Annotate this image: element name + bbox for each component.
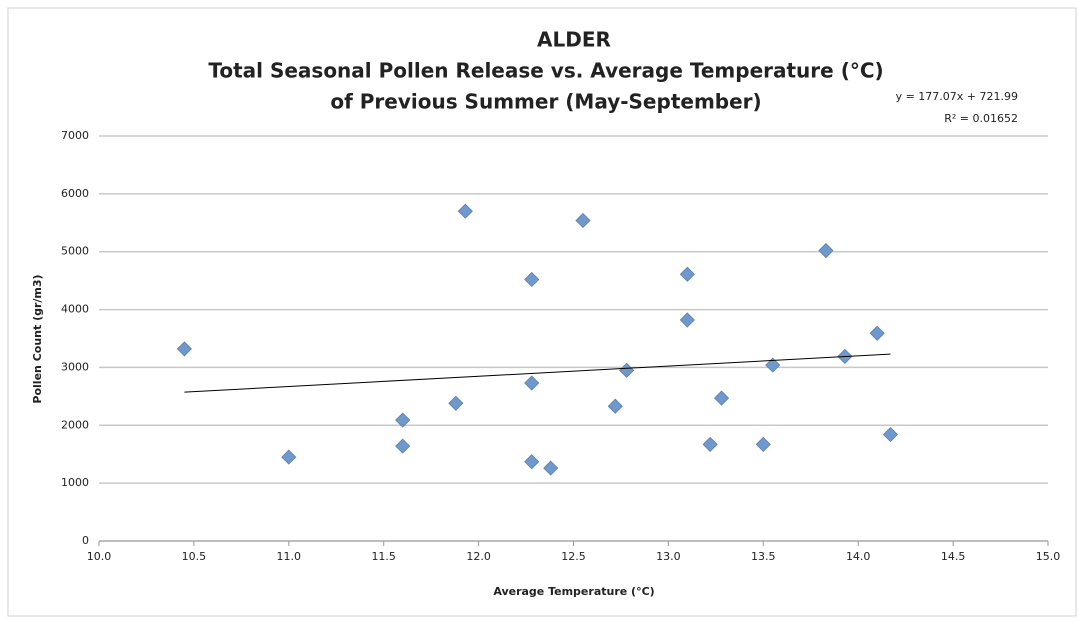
data-point — [869, 325, 885, 341]
chart-frame — [7, 7, 1077, 617]
data-point — [395, 412, 411, 428]
y-tick-label: 0 — [82, 534, 89, 547]
data-point — [524, 375, 540, 391]
data-point — [713, 390, 730, 406]
data-point — [395, 438, 411, 454]
x-tick-label: 11.0 — [277, 550, 302, 563]
data-point — [524, 454, 540, 470]
x-tick-label: 13.5 — [751, 550, 776, 563]
y-axis-title: Pollen Count (gr/m3) — [31, 274, 44, 403]
data-point — [543, 460, 559, 476]
y-tick-label: 1000 — [61, 476, 89, 489]
trendline — [184, 353, 891, 393]
x-tick-label: 14.0 — [846, 550, 871, 563]
data-point — [607, 398, 623, 414]
data-point — [702, 436, 718, 452]
data-point — [448, 395, 464, 411]
x-tick-label: 15.0 — [1036, 550, 1061, 563]
data-point — [281, 449, 297, 465]
y-tick-label: 4000 — [61, 303, 89, 316]
x-tick-label: 12.5 — [561, 550, 586, 563]
data-point — [679, 266, 695, 282]
y-tick-label: 5000 — [61, 245, 89, 258]
y-tick-label: 6000 — [61, 187, 89, 200]
data-point — [755, 436, 771, 452]
data-point — [818, 242, 834, 259]
x-tick-label: 12.0 — [466, 550, 491, 563]
data-point — [575, 212, 591, 229]
y-tick-label: 2000 — [61, 418, 89, 431]
x-tick-label: 13.0 — [656, 550, 681, 563]
data-point — [524, 271, 540, 288]
x-tick-label: 11.5 — [371, 550, 396, 563]
data-point — [457, 203, 473, 219]
x-tick-label: 14.5 — [941, 550, 966, 563]
data-point — [765, 357, 781, 373]
trendline-equation: y = 177.07x + 721.99 — [896, 90, 1018, 103]
x-tick-label: 10.5 — [182, 550, 207, 563]
chart-subtitle: of Previous Summer (May-September) — [330, 90, 761, 114]
chart-subtitle: Total Seasonal Pollen Release vs. Averag… — [208, 59, 883, 83]
data-point — [679, 312, 695, 328]
data-point — [882, 426, 899, 443]
x-tick-label: 10.0 — [87, 550, 112, 563]
y-tick-label: 7000 — [61, 129, 89, 142]
x-axis-title: Average Temperature (°C) — [493, 585, 654, 598]
data-point — [176, 341, 192, 357]
y-tick-label: 3000 — [61, 360, 89, 373]
trendline-r-squared: R² = 0.01652 — [944, 112, 1018, 125]
chart-title: ALDER — [537, 28, 611, 52]
